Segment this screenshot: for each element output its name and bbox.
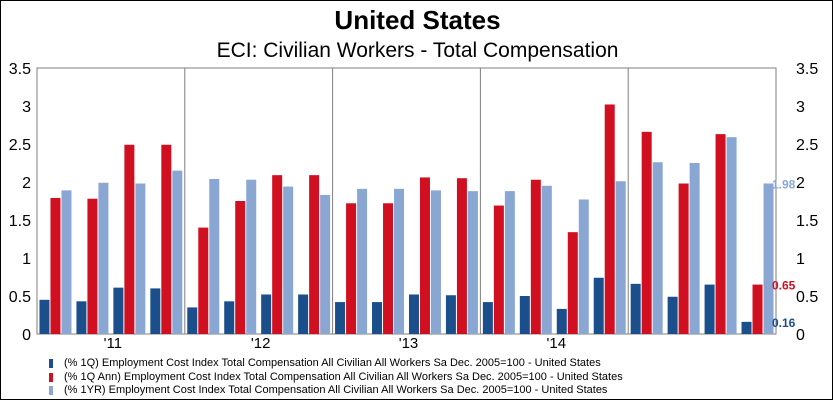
bar-series-1 [641,131,652,334]
bar-series-1 [383,203,394,334]
bar-series-2 [541,185,552,334]
chart-legend: (% 1Q) Employment Cost Index Total Compe… [49,357,623,398]
bar-series-0 [593,277,604,334]
bar-series-0 [667,296,678,334]
bar-series-0 [445,295,456,334]
bar-series-0 [335,302,346,334]
y-tick-label-right: 0 [796,327,805,344]
bar-series-2 [652,162,663,334]
y-tick-label-left: 3 [22,99,31,116]
chart-subtitle: ECI: Civilian Workers - Total Compensati… [216,39,619,62]
y-tick-label-left: 3.5 [9,61,31,78]
chart-title: United States [334,5,501,35]
x-tick-label: '12 [251,335,271,352]
bar-series-0 [556,308,567,334]
bar-series-0 [224,301,235,334]
y-tick-label-right: 0.5 [796,289,818,306]
bar-series-1 [456,178,467,334]
bar-series-0 [298,294,309,334]
bar-series-0 [187,307,198,334]
bar-series-1 [50,197,61,334]
bar-series-2 [430,190,441,334]
x-tick-label: '14 [547,335,567,352]
bar-series-0 [150,288,161,334]
legend-swatch-1q-ann [49,372,53,382]
legend-swatch-1yr [49,386,53,396]
legend-item-1yr: (% 1YR) Employment Cost Index Total Comp… [49,384,623,398]
x-tick-label: '13 [399,335,419,352]
bar-series-0 [76,301,87,334]
bar-series-2 [98,182,109,334]
bar-series-0 [408,294,419,334]
bar-series-1 [346,203,357,334]
legend-item-1q: (% 1Q) Employment Cost Index Total Compe… [49,357,623,371]
bar-series-0 [113,287,124,334]
bar-series-2 [394,188,405,334]
y-tick-label-left: 1.5 [9,213,31,230]
legend-label-1yr: (% 1YR) Employment Cost Index Total Comp… [64,384,608,396]
y-tick-label-left: 2 [22,175,31,192]
bar-series-2 [283,186,294,334]
legend-label-1q: (% 1Q) Employment Cost Index Total Compe… [64,357,601,369]
bar-series-2 [578,199,589,334]
bar-series-2 [61,190,72,334]
bar-series-1 [272,175,283,334]
legend-swatch-1q [49,359,53,369]
y-tick-label-left: 0 [22,327,31,344]
bar-series-2 [726,137,737,334]
bar-series-1 [604,104,615,334]
bar-series-1 [752,284,763,334]
bar-series-1 [567,232,578,334]
y-tick-label-right: 3 [796,99,805,116]
bar-series-1 [198,227,209,334]
bar-series-0 [704,284,715,334]
y-tick-label-left: 2.5 [9,137,31,154]
bar-series-0 [39,299,50,334]
bar-series-1 [530,179,541,334]
x-tick-label: '11 [104,335,122,352]
bar-series-0 [482,302,493,334]
bar-series-0 [630,283,641,334]
data-label: 1.98 [772,178,796,192]
bar-series-2 [357,188,368,334]
bar-series-0 [372,302,383,334]
bar-series-1 [715,134,726,334]
bar-series-2 [246,179,257,334]
y-tick-label-right: 2.5 [796,137,818,154]
y-tick-label-right: 2 [796,175,805,192]
bar-series-1 [419,177,430,334]
y-tick-label-left: 1 [22,251,31,268]
y-tick-label-left: 0.5 [9,289,31,306]
bar-series-1 [678,183,689,334]
bar-series-1 [493,205,504,334]
bar-series-2 [763,183,774,334]
bar-series-2 [172,170,183,334]
bar-series-1 [124,144,135,334]
bar-series-1 [87,198,98,334]
data-label: 0.65 [772,279,796,293]
bar-series-0 [741,321,752,334]
y-tick-label-right: 3.5 [796,61,818,78]
plot-area [36,67,777,335]
bar-series-2 [689,163,700,334]
bar-series-2 [135,183,146,334]
bar-series-0 [261,294,272,334]
legend-label-1q-ann: (% 1Q Ann) Employment Cost Index Total C… [64,370,623,383]
bar-series-1 [161,144,172,334]
bar-series-0 [519,296,530,334]
bar-series-2 [320,194,331,334]
bar-series-2 [615,181,626,334]
bar-series-1 [235,201,246,334]
bar-series-2 [504,191,515,334]
bar-series-1 [309,175,320,334]
data-label: 0.16 [772,316,796,330]
legend-item-1q-ann: (% 1Q Ann) Employment Cost Index Total C… [49,371,623,385]
bar-series-2 [209,178,220,334]
y-tick-label-right: 1 [796,251,805,268]
bar-series-2 [467,191,478,334]
y-tick-label-right: 1.5 [796,213,818,230]
